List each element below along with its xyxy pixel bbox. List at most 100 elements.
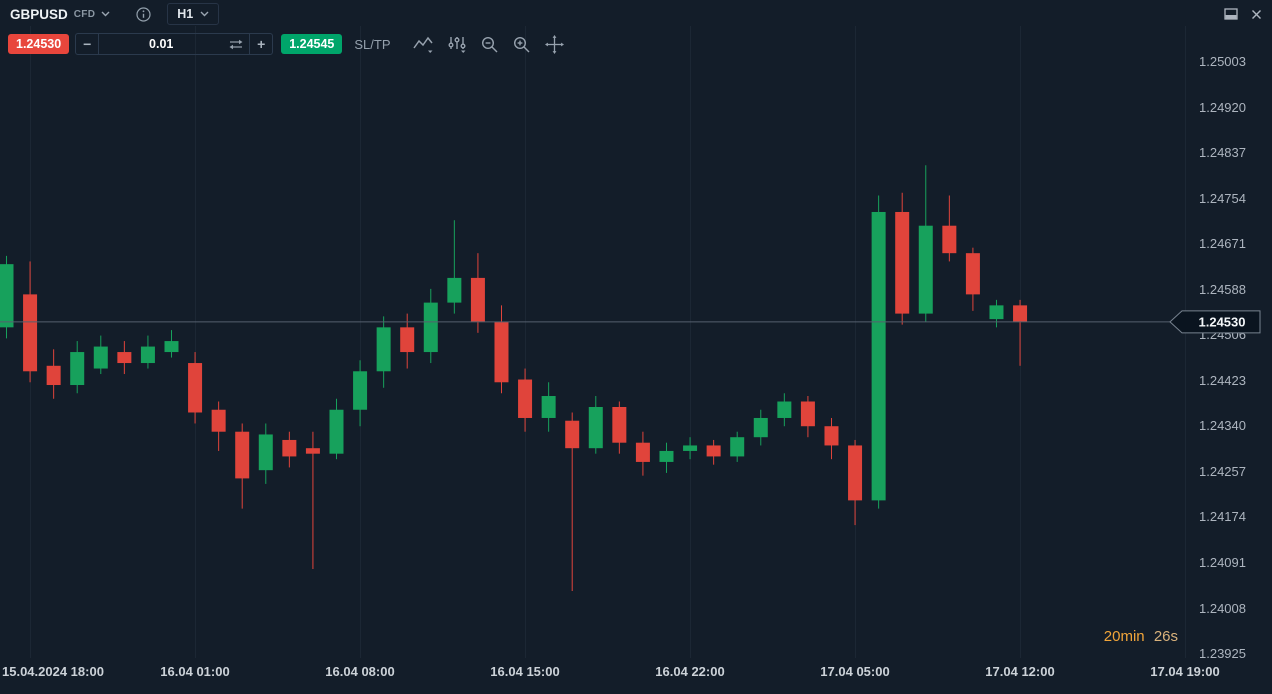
candle-body bbox=[188, 363, 203, 413]
volume-stepper: − 0.01 + bbox=[75, 33, 274, 55]
candle-body bbox=[588, 406, 603, 449]
price-axis-label: 1.24008 bbox=[1199, 600, 1246, 616]
candle-body bbox=[635, 442, 650, 462]
price-axis-label: 1.24588 bbox=[1199, 281, 1246, 297]
window-controls bbox=[1224, 8, 1262, 20]
price-axis-label: 1.24257 bbox=[1199, 463, 1246, 479]
candle-body bbox=[494, 321, 509, 383]
time-axis-label: 17.04 19:00 bbox=[1150, 664, 1220, 679]
candle-body bbox=[706, 445, 721, 457]
chart-header: GBPUSD CFD H1 bbox=[0, 0, 1272, 28]
zoom-out-icon[interactable] bbox=[481, 36, 498, 53]
candle-body bbox=[423, 302, 438, 353]
candle-body bbox=[612, 406, 627, 443]
candle-body bbox=[565, 420, 580, 449]
candle-body bbox=[871, 211, 886, 501]
info-icon[interactable] bbox=[136, 6, 151, 22]
price-axis-label: 1.24423 bbox=[1199, 372, 1246, 388]
sell-price-button[interactable]: 1.24530 bbox=[8, 34, 70, 54]
pan-icon[interactable] bbox=[544, 34, 564, 54]
volume-increase-button[interactable]: + bbox=[249, 34, 272, 54]
close-icon[interactable] bbox=[1251, 9, 1262, 20]
candle-body bbox=[235, 431, 250, 479]
time-axis[interactable]: 15.04.2024 18:00 16.04 01:00 16.04 08:00 16… bbox=[0, 664, 1272, 686]
price-axis-label: 1.24837 bbox=[1199, 145, 1246, 161]
countdown-seconds: 26s bbox=[1153, 628, 1178, 645]
candle-body bbox=[989, 305, 1004, 320]
symbol-label: GBPUSD bbox=[10, 6, 68, 22]
candle-body bbox=[753, 417, 768, 438]
candle-body bbox=[965, 253, 980, 295]
trade-toolbar: 1.24530 − 0.01 + 1.24545 SL/TP bbox=[8, 33, 564, 55]
candle-body bbox=[353, 371, 368, 410]
candle-body bbox=[541, 396, 556, 418]
candle-body bbox=[683, 445, 698, 451]
candle-body bbox=[23, 294, 38, 372]
time-axis-label: 16.04 08:00 bbox=[325, 664, 395, 679]
candle-body bbox=[470, 277, 485, 322]
candle-body bbox=[730, 437, 745, 457]
candle-body bbox=[117, 352, 132, 364]
candle-body bbox=[918, 225, 933, 314]
candle-body bbox=[329, 409, 344, 454]
candle-body bbox=[0, 264, 14, 328]
current-price-tag-label: 1.24530 bbox=[1199, 314, 1246, 329]
candle-body bbox=[140, 346, 155, 364]
line-chart-icon[interactable] bbox=[412, 36, 433, 53]
candle-body bbox=[305, 448, 320, 454]
volume-input[interactable]: 0.01 bbox=[149, 37, 174, 51]
price-axis-label: 1.24091 bbox=[1199, 555, 1246, 570]
current-price-tag bbox=[1169, 310, 1261, 334]
candle-body bbox=[93, 346, 108, 369]
price-axis-label: 1.24671 bbox=[1199, 236, 1246, 252]
price-axis[interactable]: 1.25003 1.24920 1.24837 1.24754 1.24671 1.245… bbox=[1180, 0, 1272, 694]
candle-body bbox=[447, 277, 462, 303]
candle-body bbox=[659, 450, 674, 462]
price-axis-label: 1.23925 bbox=[1199, 646, 1246, 662]
time-axis-label: 17.04 12:00 bbox=[985, 664, 1055, 679]
candle-body bbox=[518, 379, 533, 418]
timeframe-selector[interactable]: H1 bbox=[167, 3, 220, 25]
time-axis-label: 17.04 05:00 bbox=[820, 664, 890, 679]
sltp-button[interactable]: SL/TP bbox=[354, 36, 391, 52]
volume-decrease-button[interactable]: − bbox=[76, 34, 100, 54]
candle-body bbox=[46, 365, 61, 386]
time-axis-label: 15.04.2024 18:00 bbox=[2, 664, 104, 679]
candle-body bbox=[164, 341, 179, 353]
chevron-down-icon bbox=[200, 11, 209, 17]
candle-body bbox=[895, 211, 910, 314]
time-axis-label: 16.04 15:00 bbox=[490, 664, 560, 679]
candle-body bbox=[211, 409, 226, 432]
time-axis-label: 16.04 22:00 bbox=[655, 664, 725, 679]
candle-body bbox=[800, 401, 815, 427]
instrument-type-label: CFD bbox=[73, 8, 96, 20]
symbol-selector[interactable]: GBPUSD CFD bbox=[10, 7, 110, 22]
price-axis-label: 1.24340 bbox=[1199, 418, 1246, 434]
candle-body bbox=[376, 327, 391, 372]
zoom-in-icon[interactable] bbox=[513, 36, 530, 53]
candle-body bbox=[1013, 305, 1028, 322]
chevron-down-icon bbox=[101, 11, 110, 17]
candle-body bbox=[942, 225, 957, 254]
countdown-minutes: 20min bbox=[1103, 628, 1145, 645]
candle-body bbox=[848, 445, 863, 501]
buy-price-button[interactable]: 1.24545 bbox=[281, 34, 343, 54]
volume-swap-icon[interactable] bbox=[223, 34, 249, 54]
candle-body bbox=[400, 327, 415, 353]
candle-countdown: 20min 26s bbox=[1104, 628, 1178, 645]
indicators-icon[interactable] bbox=[448, 36, 466, 53]
time-axis-label: 16.04 01:00 bbox=[160, 664, 230, 679]
price-axis-label: 1.24920 bbox=[1199, 99, 1246, 115]
panel-toggle-icon[interactable] bbox=[1224, 8, 1238, 20]
candle-body bbox=[777, 401, 792, 418]
candle-body bbox=[824, 426, 839, 446]
candle-body bbox=[70, 352, 85, 386]
price-axis-label: 1.25003 bbox=[1199, 54, 1246, 69]
candle-body bbox=[282, 439, 297, 457]
candle-body bbox=[258, 434, 273, 471]
price-axis-label: 1.24754 bbox=[1199, 190, 1246, 206]
timeframe-label: H1 bbox=[177, 7, 194, 21]
chart-tools bbox=[412, 34, 564, 54]
